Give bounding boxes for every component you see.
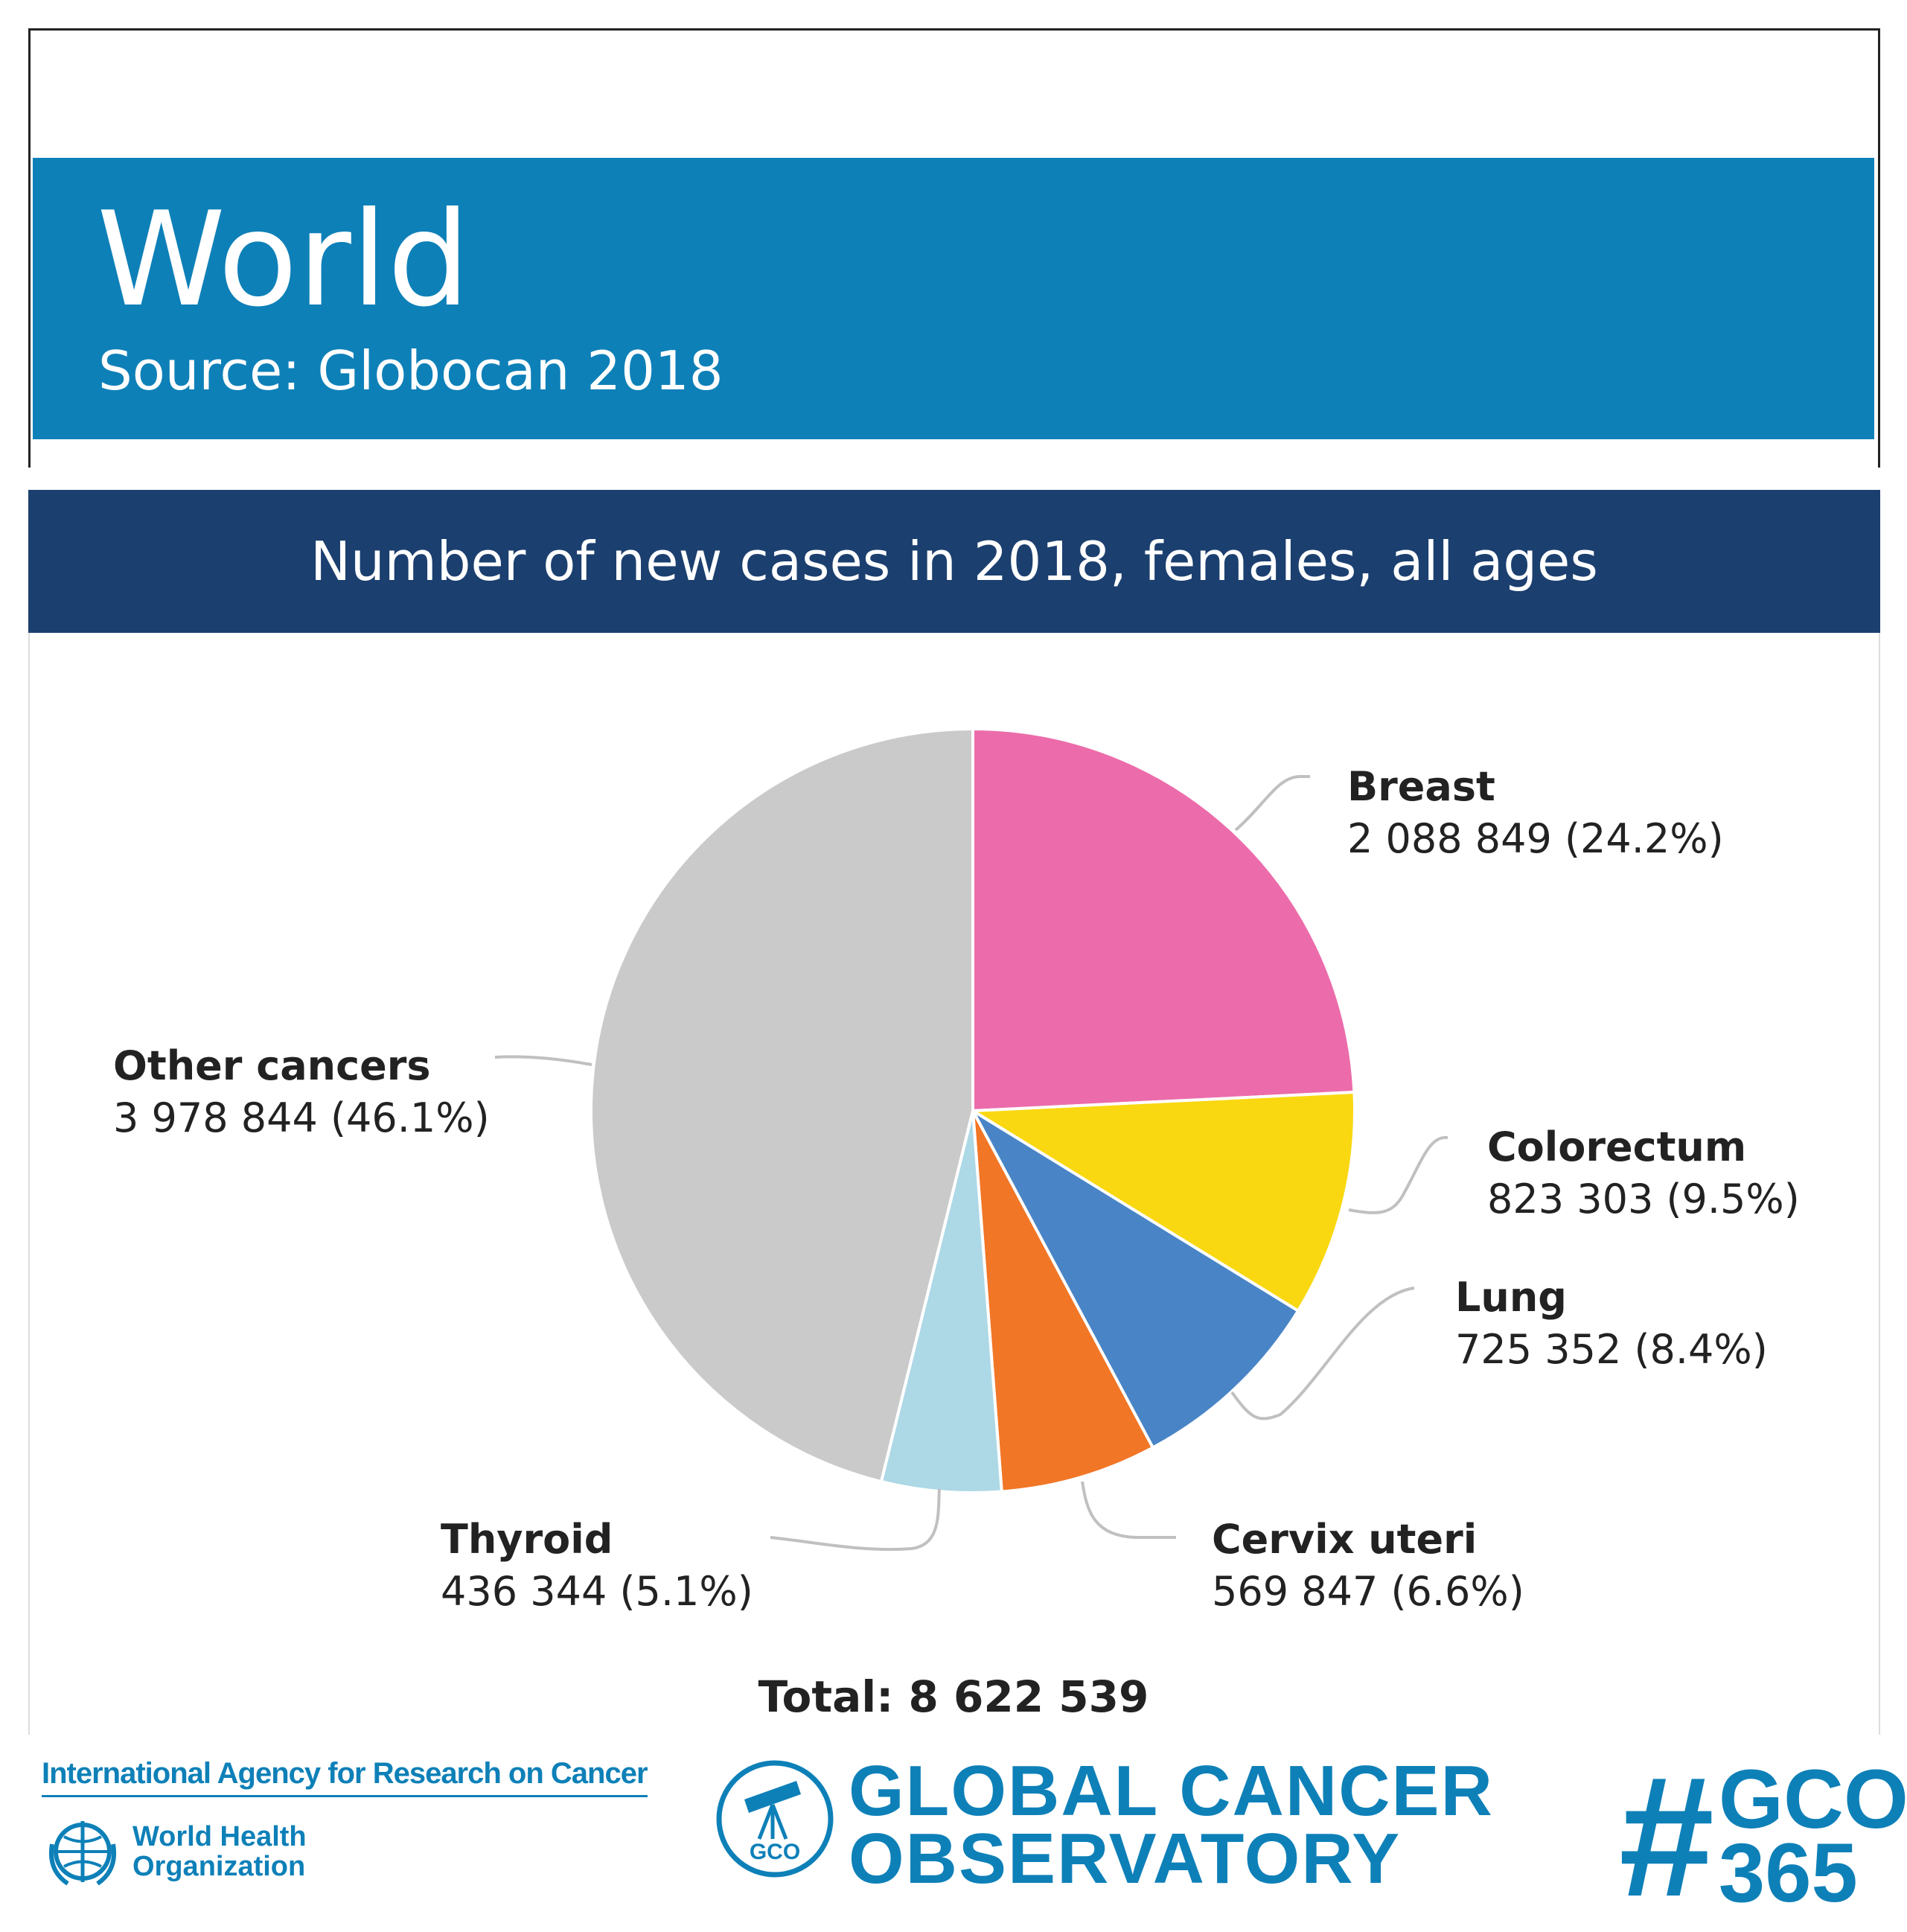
label-breast-value: 2 088 849 (24.2%) — [1347, 815, 1724, 863]
label-cervix-uteri: Cervix uteri 569 847 (6.6%) — [1212, 1514, 1524, 1618]
label-lung-value: 725 352 (8.4%) — [1455, 1326, 1768, 1374]
label-lung-name: Lung — [1455, 1274, 1567, 1321]
iarc-logo-text: International Agency for Research on Can… — [42, 1757, 648, 1797]
region-title: World — [97, 185, 470, 336]
hashtag-symbol: # — [1619, 1741, 1714, 1932]
who-line-1: World Health — [132, 1821, 307, 1852]
label-colorectum-value: 823 303 (9.5%) — [1487, 1176, 1800, 1223]
label-thyroid: Thyroid 436 344 (5.1%) — [441, 1514, 753, 1618]
who-line-2: Organization — [132, 1850, 306, 1882]
source-line: Source: Globocan 2018 — [98, 339, 723, 402]
gco-telescope-icon: GCO — [716, 1760, 834, 1878]
pie-slice-breast — [971, 727, 1356, 1112]
label-breast: Breast 2 088 849 (24.2%) — [1347, 761, 1724, 865]
label-colorectum: Colorectum 823 303 (9.5%) — [1487, 1121, 1800, 1225]
leader-line-lung — [1230, 1287, 1415, 1421]
leader-line-breast — [1234, 775, 1310, 832]
pie-slice-thyroid — [879, 1109, 1003, 1494]
label-other-cancers: Other cancers 3 978 844 (46.1%) — [113, 1040, 490, 1144]
label-cervix-uteri-name: Cervix uteri — [1212, 1516, 1478, 1563]
gco-line-1: GLOBAL CANCER — [849, 1751, 1494, 1831]
chart-title-banner: Number of new cases in 2018, females, al… — [28, 490, 1880, 633]
label-colorectum-name: Colorectum — [1487, 1123, 1747, 1170]
label-thyroid-name: Thyroid — [441, 1516, 613, 1563]
label-lung: Lung 725 352 (8.4%) — [1455, 1272, 1768, 1376]
top-frame — [28, 28, 1880, 468]
leader-line-cervix — [1081, 1481, 1176, 1539]
leader-line-other — [494, 1055, 592, 1066]
label-breast-name: Breast — [1347, 763, 1495, 810]
label-other-cancers-value: 3 978 844 (46.1%) — [113, 1094, 490, 1142]
label-other-cancers-name: Other cancers — [113, 1042, 431, 1089]
total-label: Total: 8 622 539 — [758, 1671, 1149, 1722]
who-emblem-icon — [48, 1821, 117, 1886]
gco-wordmark: GLOBAL CANCER OBSERVATORY — [849, 1751, 1494, 1899]
gco-line-2: OBSERVATORY — [849, 1819, 1402, 1899]
pie-slice-colorectum — [971, 1091, 1356, 1313]
hashtag-gco365: # GCO 365 — [1619, 1751, 1907, 1922]
chart-frame — [28, 633, 1880, 1735]
label-thyroid-value: 436 344 (5.1%) — [441, 1568, 753, 1616]
leader-line-colorectum — [1348, 1135, 1448, 1214]
gco-badge-text: GCO — [750, 1840, 800, 1864]
header-banner — [33, 158, 1874, 439]
pie-slice-other-cancers — [590, 727, 974, 1484]
leader-line-thyroid — [770, 1488, 941, 1552]
hashtag-line-1: GCO — [1718, 1753, 1907, 1846]
label-cervix-uteri-value: 569 847 (6.6%) — [1212, 1568, 1524, 1616]
hashtag-line-2: 365 — [1718, 1826, 1858, 1919]
chart-title: Number of new cases in 2018, females, al… — [310, 530, 1598, 593]
pie-slice-cervix-uteri — [971, 1109, 1154, 1493]
who-text: World Health Organization — [132, 1821, 307, 1882]
pie-slice-lung — [971, 1109, 1300, 1450]
